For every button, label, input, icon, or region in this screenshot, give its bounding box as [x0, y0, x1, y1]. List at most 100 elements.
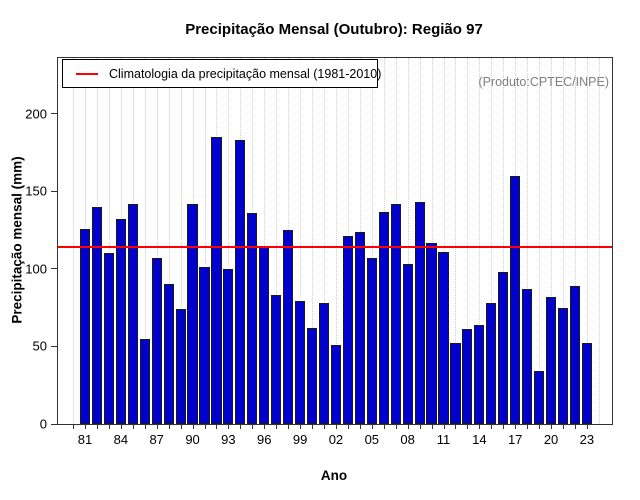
x-tick [276, 424, 278, 429]
gridline [168, 58, 170, 424]
bar-2015 [486, 303, 497, 424]
gridline [586, 58, 588, 424]
x-tick [300, 424, 302, 429]
x-tick-label: 20 [543, 432, 559, 447]
y-tick [51, 113, 57, 115]
x-tick-label: 87 [149, 432, 164, 447]
x-tick [419, 424, 421, 429]
bar-2005 [366, 258, 377, 424]
x-tick [288, 424, 290, 429]
x-tick-label: 90 [185, 432, 200, 447]
x-tick [539, 424, 541, 429]
x-tick [347, 424, 349, 429]
bar-2002 [330, 344, 342, 424]
x-tick [180, 424, 182, 429]
x-tick [443, 424, 445, 429]
bar-1982 [91, 206, 103, 424]
gridline [563, 58, 564, 424]
x-tick [563, 424, 564, 429]
bar-2014 [474, 324, 485, 424]
bar-1993 [223, 268, 234, 424]
x-tick-label: 81 [77, 432, 93, 447]
x-tick [586, 424, 588, 429]
bar-2019 [534, 371, 545, 424]
plot-area: (Produto:CPTEC/INPE) Climatologia da pre… [25, 57, 613, 447]
gridline [371, 58, 373, 424]
gridline [108, 58, 110, 424]
x-tick [120, 424, 122, 429]
bar-1987 [151, 258, 162, 424]
y-tick-label: 0 [39, 416, 47, 432]
bar-2007 [390, 203, 401, 424]
x-tick [312, 424, 314, 429]
bar-1986 [139, 338, 150, 424]
bar-1995 [247, 213, 258, 424]
bar-2018 [522, 289, 533, 424]
gridline [312, 58, 314, 424]
y-tick-label: 200 [25, 106, 47, 122]
x-axis-label: Ano [320, 468, 348, 483]
x-tick-label: 08 [400, 432, 415, 447]
gridline [527, 58, 529, 424]
bar-2020 [545, 296, 557, 424]
bar-2004 [354, 231, 365, 424]
y-axis-label: Precipitação mensal (mm) [9, 156, 25, 324]
x-tick-label: 99 [292, 432, 308, 447]
gridline [551, 58, 553, 424]
legend-label: Climatologia da precipitação mensal (198… [109, 66, 382, 81]
gridline [156, 58, 158, 424]
legend-line-sample [76, 72, 98, 75]
x-tick [491, 424, 493, 429]
x-tick [395, 424, 397, 429]
gridline [300, 58, 302, 424]
x-tick [204, 424, 206, 429]
gridline [467, 58, 469, 424]
bar-1983 [103, 253, 114, 424]
product-annotation: (Produto:CPTEC/INPE) [478, 75, 609, 89]
x-tick [383, 424, 385, 429]
bar-2003 [342, 236, 353, 424]
bar-2022 [569, 285, 581, 424]
x-tick-label: 14 [472, 432, 487, 447]
gridline [431, 58, 433, 424]
x-tick-label: 17 [507, 432, 523, 447]
x-tick [574, 424, 576, 429]
y-tick-label: 100 [25, 261, 47, 277]
x-tick-label: 96 [257, 432, 272, 447]
climatology-line [58, 246, 612, 249]
bar-1989 [175, 309, 186, 424]
x-tick [228, 424, 230, 429]
bar-2013 [462, 329, 473, 424]
bar-1991 [199, 267, 210, 424]
x-tick [455, 424, 457, 429]
bar-1999 [295, 301, 306, 424]
bar-2001 [318, 303, 330, 424]
x-tick [359, 424, 361, 429]
x-tick [192, 424, 194, 429]
x-tick [240, 424, 242, 429]
x-tick [73, 424, 75, 429]
gridline [491, 58, 493, 424]
x-tick [515, 424, 517, 429]
bar-1997 [271, 295, 282, 424]
gridline [574, 58, 576, 424]
bar-1996 [259, 245, 270, 424]
y-tick [51, 345, 57, 347]
x-tick [252, 424, 254, 429]
bar-1984 [115, 219, 126, 424]
x-tick [132, 424, 134, 429]
x-tick-label: 05 [364, 432, 380, 447]
bar-1985 [127, 203, 138, 424]
x-tick [407, 424, 409, 429]
x-tick [503, 424, 505, 429]
x-tick [216, 424, 218, 429]
bar-1992 [211, 137, 222, 424]
bar-2006 [378, 211, 389, 424]
bar-1981 [79, 228, 91, 424]
bar-2021 [557, 307, 569, 424]
gridline [264, 58, 266, 424]
gridline [228, 58, 230, 424]
x-tick [85, 424, 86, 429]
gridline [180, 58, 182, 424]
